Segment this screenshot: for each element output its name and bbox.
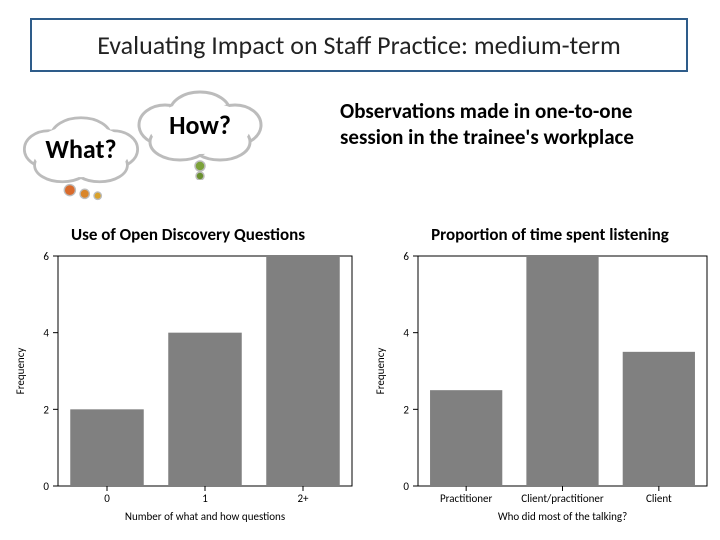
x-axis-label: Number of what and how questions [125, 510, 285, 523]
bar [266, 256, 340, 486]
observation-text: Observations made in one-to-one session … [340, 98, 700, 151]
cloud-what-label: What? [45, 133, 116, 165]
chart-left: 0 2 4 6 0 1 2+ Number of what and how questions… [10, 250, 360, 530]
page-title: Evaluating Impact on Staff Practice: med… [97, 29, 621, 61]
bar [623, 352, 695, 486]
clouds-area: How? What? [10, 90, 290, 220]
bar [70, 409, 144, 486]
svg-text:0: 0 [403, 480, 409, 493]
cloud-how: How? [130, 90, 270, 160]
svg-text:2: 2 [43, 403, 49, 416]
svg-text:0: 0 [43, 480, 49, 493]
svg-text:2: 2 [403, 403, 409, 416]
svg-text:6: 6 [43, 250, 49, 263]
chart-right-title: Proportion of time spent listening [400, 224, 700, 245]
cloud-how-label: How? [169, 109, 231, 141]
bar [430, 390, 502, 486]
svg-text:Client/practitioner: Client/practitioner [521, 492, 604, 505]
svg-text:Practitioner: Practitioner [440, 492, 493, 505]
chart-right: 0 2 4 6 Practitioner Client/practitioner Clien… [370, 250, 715, 530]
bar [168, 333, 242, 486]
title-box: Evaluating Impact on Staff Practice: med… [30, 18, 688, 72]
svg-text:6: 6 [403, 250, 409, 263]
y-axis-label: Frequency [374, 348, 387, 395]
chart-left-svg: 0 2 4 6 0 1 2+ Number of what and how questions… [10, 250, 360, 530]
x-axis-label: Who did most of the talking? [498, 510, 627, 523]
svg-text:2+: 2+ [297, 492, 309, 505]
y-axis-label: Frequency [14, 348, 27, 395]
cloud-what: What? [16, 114, 146, 184]
svg-text:0: 0 [104, 492, 110, 505]
svg-text:Client: Client [646, 492, 672, 505]
chart-left-title: Use of Open Discovery Questions [38, 224, 338, 245]
svg-text:1: 1 [202, 492, 208, 505]
svg-text:4: 4 [403, 327, 409, 340]
svg-text:4: 4 [43, 327, 49, 340]
bar [526, 256, 598, 486]
chart-right-svg: 0 2 4 6 Practitioner Client/practitioner Clien… [370, 250, 715, 530]
